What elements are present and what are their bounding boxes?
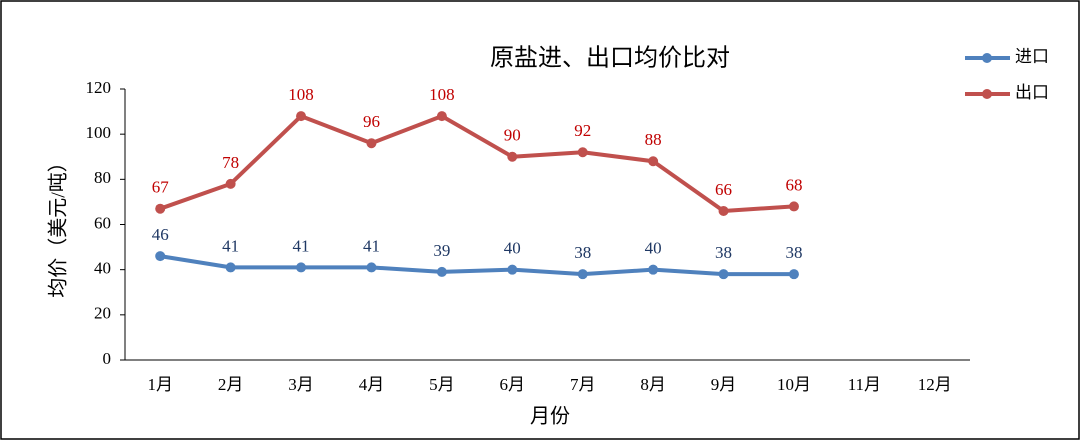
x-tick-label: 3月: [288, 375, 314, 394]
data-point: [648, 264, 659, 275]
data-point: [788, 201, 799, 212]
data-label: 38: [574, 243, 591, 262]
x-tick-label: 9月: [711, 375, 737, 394]
data-label: 108: [288, 85, 314, 104]
x-tick-label: 8月: [640, 375, 666, 394]
data-point: [507, 151, 518, 162]
data-label: 38: [785, 243, 802, 262]
data-label: 39: [433, 241, 450, 260]
x-tick-label: 1月: [147, 375, 173, 394]
data-label: 68: [785, 175, 802, 194]
data-point: [648, 156, 659, 167]
legend-marker: [982, 89, 992, 99]
legend-label: 进口: [1015, 47, 1049, 66]
data-label: 40: [504, 239, 521, 258]
x-tick-label: 11月: [848, 375, 881, 394]
data-point: [225, 178, 236, 189]
x-tick-label: 4月: [359, 375, 385, 394]
y-tick-label: 120: [86, 78, 112, 97]
data-label: 88: [645, 130, 662, 149]
data-label: 66: [715, 180, 732, 199]
data-point: [296, 111, 307, 122]
series-line: [159, 254, 794, 277]
data-point: [296, 262, 307, 273]
data-point: [155, 251, 166, 262]
data-point: [577, 269, 588, 280]
y-axis-label: 均价（美元/吨）: [47, 152, 70, 298]
data-label: 96: [363, 112, 380, 131]
data-label: 40: [645, 239, 662, 258]
data-point: [366, 138, 377, 149]
data-point: [436, 111, 447, 122]
y-tick-label: 60: [94, 213, 111, 232]
y-tick-label: 0: [103, 349, 112, 368]
legend-label: 出口: [1015, 83, 1049, 102]
data-point: [155, 203, 166, 214]
x-tick-label: 6月: [500, 375, 526, 394]
data-point: [718, 205, 729, 216]
data-point: [507, 264, 518, 275]
y-tick-label: 80: [94, 168, 111, 187]
data-point: [366, 262, 377, 273]
data-label: 90: [504, 126, 521, 145]
x-tick-label: 10月: [777, 375, 811, 394]
data-point: [225, 262, 236, 273]
x-axis-label: 月份: [530, 405, 570, 428]
data-label: 41: [363, 236, 380, 255]
data-label: 41: [293, 236, 310, 255]
data-label: 67: [152, 178, 170, 197]
data-label: 92: [574, 121, 591, 140]
data-label: 38: [715, 243, 732, 262]
data-label: 78: [222, 153, 239, 172]
data-point: [718, 269, 729, 280]
data-point: [436, 266, 447, 277]
x-tick-label: 5月: [429, 375, 455, 394]
y-tick-label: 100: [86, 123, 112, 142]
x-tick-label: 7月: [570, 375, 596, 394]
data-label: 46: [152, 225, 169, 244]
x-tick-label: 2月: [218, 375, 244, 394]
y-tick-label: 20: [94, 304, 111, 323]
chart-title: 原盐进、出口均价比对: [490, 45, 730, 72]
data-label: 41: [222, 236, 239, 255]
data-point: [577, 147, 588, 158]
legend-marker: [982, 53, 992, 63]
data-point: [788, 269, 799, 280]
data-label: 108: [429, 85, 455, 104]
series-line: [159, 114, 795, 213]
y-tick-label: 40: [94, 259, 111, 278]
x-tick-label: 12月: [918, 375, 952, 394]
